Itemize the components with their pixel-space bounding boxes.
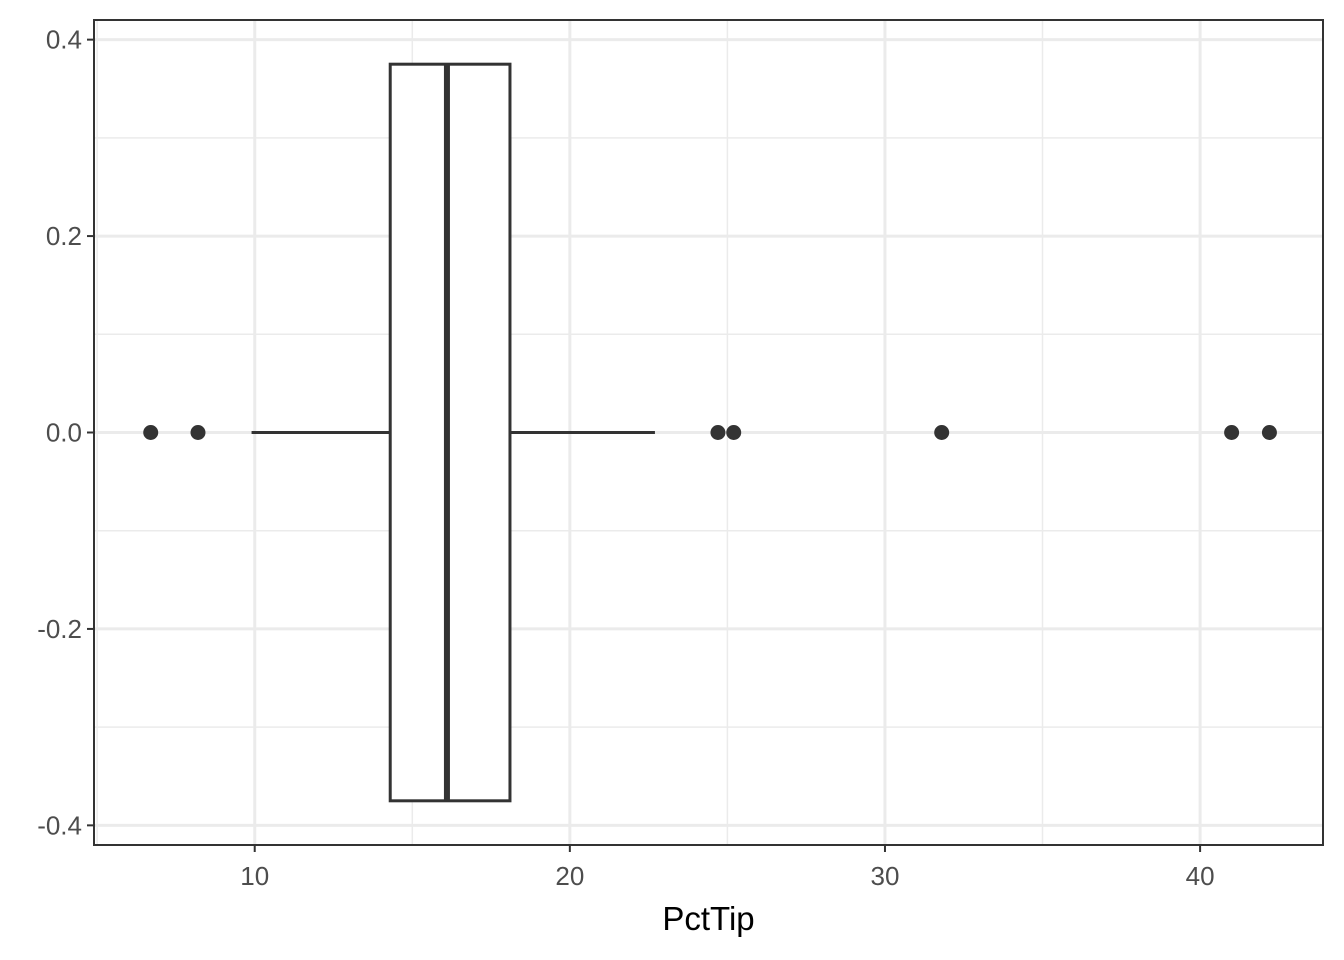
y-tick-label: -0.4 (37, 810, 82, 840)
outlier-point (710, 425, 726, 440)
outlier-point (1224, 425, 1240, 440)
y-tick-label: 0.4 (46, 25, 82, 55)
outlier-point (143, 425, 159, 440)
x-tick-label: 30 (871, 861, 900, 891)
outlier-point (934, 425, 950, 440)
x-axis-tick-labels: 10 20 30 40 (240, 861, 1214, 891)
x-tick-label: 10 (240, 861, 269, 891)
x-tick-label: 20 (555, 861, 584, 891)
y-tick-label: -0.2 (37, 614, 82, 644)
outlier-points (143, 425, 1277, 440)
axis-ticks (87, 38, 1202, 852)
x-tick-label: 40 (1186, 861, 1215, 891)
y-axis-tick-labels: -0.4 -0.2 0.0 0.2 0.4 (37, 25, 82, 841)
outlier-point (190, 425, 206, 440)
outlier-point (1261, 425, 1277, 440)
y-tick-label: 0.0 (46, 418, 82, 448)
outlier-point (726, 425, 742, 440)
boxplot (251, 62, 655, 803)
x-axis-title: PctTip (662, 900, 754, 937)
y-tick-label: 0.2 (46, 221, 82, 251)
major-gridlines (94, 20, 1323, 845)
interquartile-box (388, 62, 512, 803)
